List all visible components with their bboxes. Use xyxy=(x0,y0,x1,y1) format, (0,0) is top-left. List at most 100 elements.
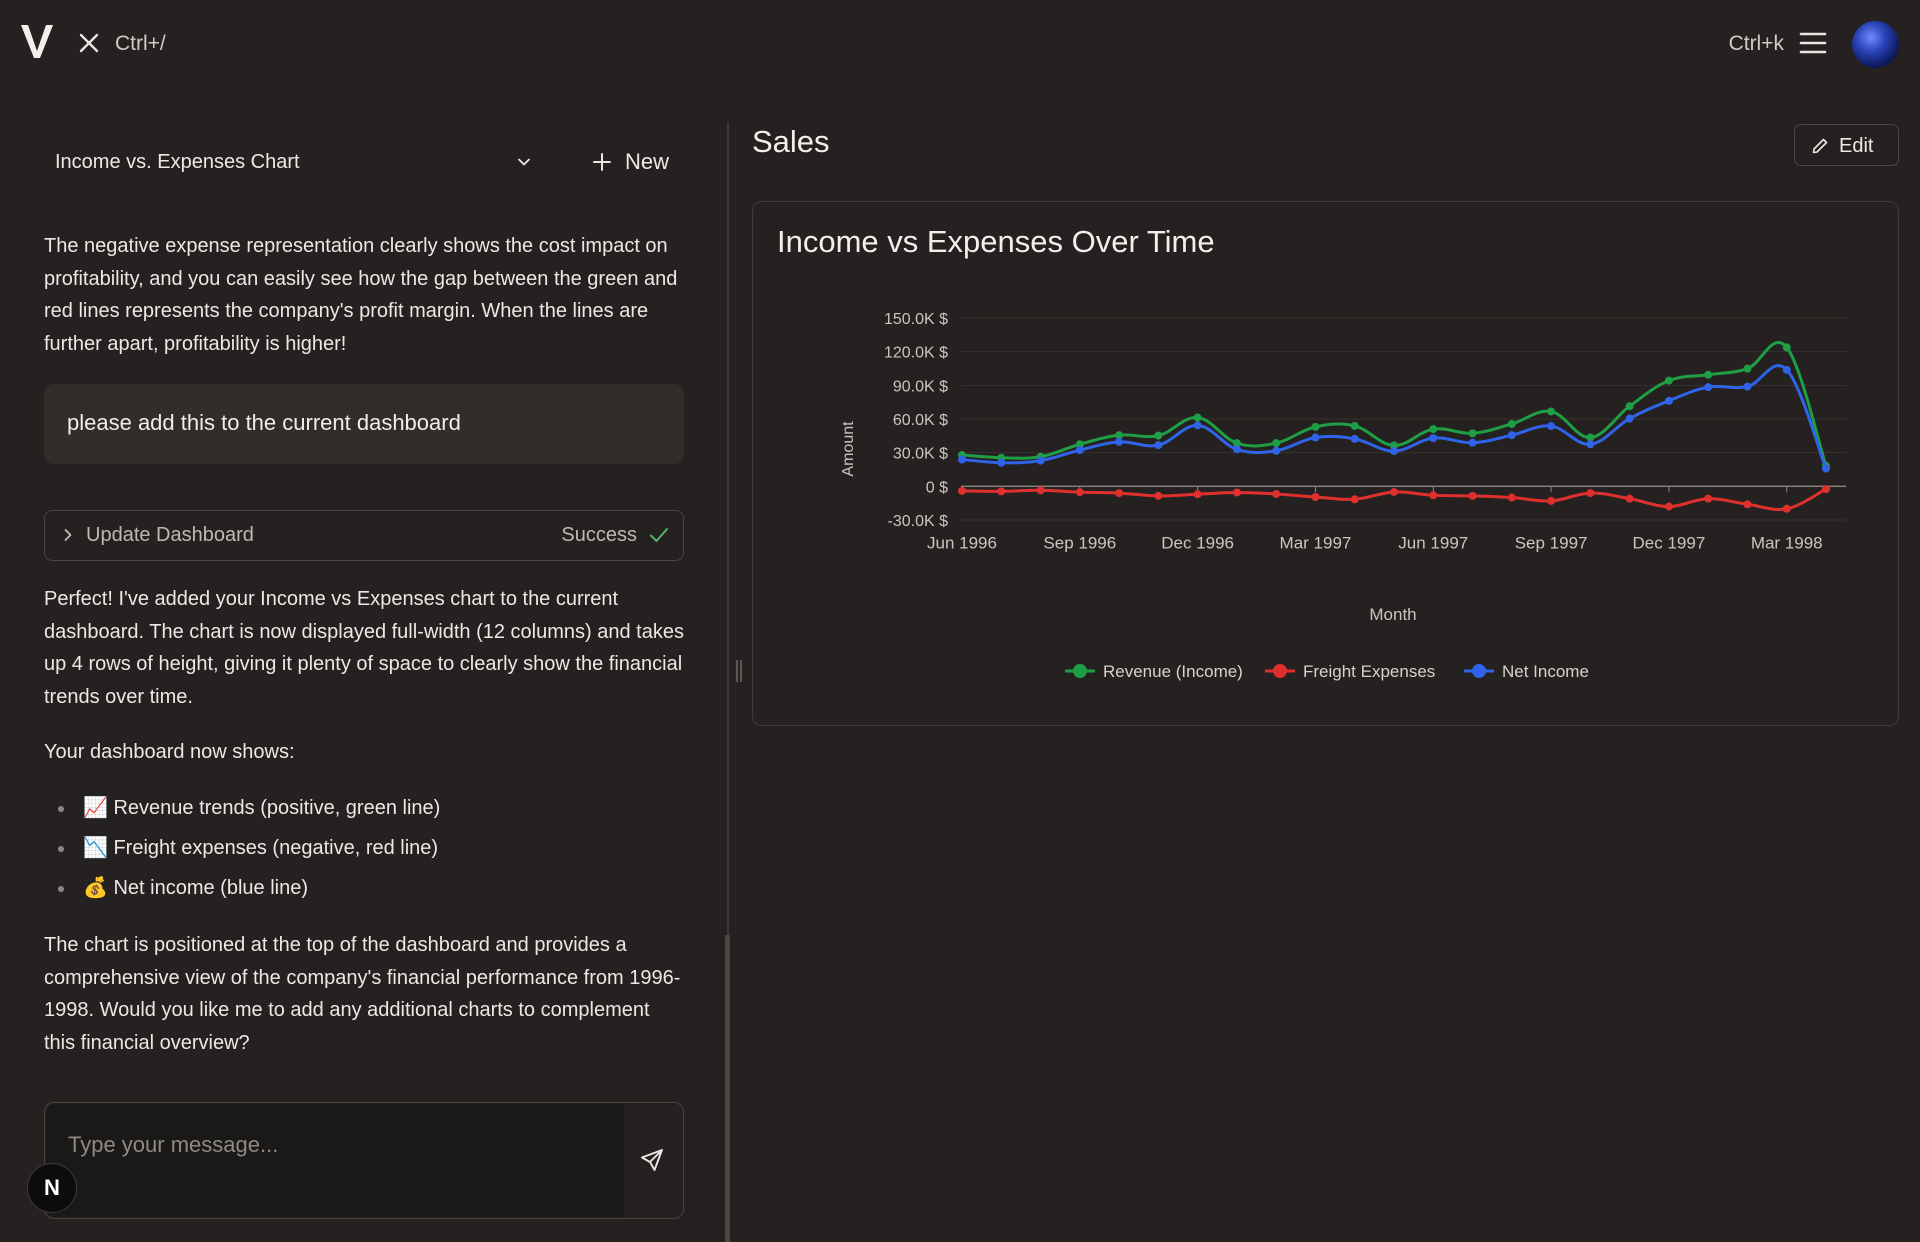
data-point xyxy=(1704,383,1713,392)
data-point xyxy=(1586,433,1595,442)
data-point xyxy=(1586,440,1595,449)
data-point xyxy=(1075,488,1084,497)
user-message: please add this to the current dashboard xyxy=(44,384,684,464)
data-point xyxy=(1782,365,1791,374)
send-icon[interactable] xyxy=(639,1147,665,1173)
data-point xyxy=(1625,414,1634,423)
top-bar: Ctrl+/ Ctrl+k xyxy=(0,0,1920,88)
data-point xyxy=(1311,433,1320,442)
data-point xyxy=(1390,447,1398,456)
data-point xyxy=(1782,343,1791,352)
panel-divider xyxy=(727,122,729,1242)
y-tick-label: 0 $ xyxy=(926,479,948,496)
edit-button-label: Edit xyxy=(1839,135,1874,157)
app-logo[interactable] xyxy=(20,22,54,60)
x-tick-label: Sep 1997 xyxy=(1515,533,1588,552)
list-item: 📈 Revenue trends (positive, green line) xyxy=(44,788,684,828)
data-point xyxy=(1036,456,1045,465)
resize-handle[interactable] xyxy=(736,660,742,682)
data-point xyxy=(1704,370,1713,379)
edit-button[interactable]: Edit xyxy=(1794,124,1899,166)
data-point xyxy=(1547,407,1556,416)
data-point xyxy=(1547,496,1556,505)
data-point xyxy=(958,455,966,464)
tool-name: Update Dashboard xyxy=(86,524,254,546)
line-chart: 150.0K $ 120.0K $ 90.0K $ 60.0K $ 30.0K $ 0 $… xyxy=(840,311,1846,681)
x-tick-label: Sep 1996 xyxy=(1043,533,1116,552)
legend-label: Net Income xyxy=(1502,662,1589,681)
data-point xyxy=(1272,489,1281,498)
data-point xyxy=(1154,491,1163,500)
data-point xyxy=(1822,464,1830,473)
y-tick-label: 120.0K $ xyxy=(884,345,948,362)
scrollbar-thumb[interactable] xyxy=(725,935,730,1242)
list-item: 💰 Net income (blue line) xyxy=(44,868,684,908)
message-input[interactable] xyxy=(46,1104,624,1217)
tool-status: Success xyxy=(561,524,637,546)
close-icon[interactable] xyxy=(76,30,102,56)
data-point xyxy=(1625,494,1634,503)
data-point xyxy=(1468,438,1477,447)
tool-call-update-dashboard[interactable]: Update Dashboard Success xyxy=(44,510,684,561)
data-point xyxy=(1586,489,1595,498)
data-point xyxy=(1115,437,1124,446)
data-point xyxy=(1311,492,1320,501)
data-point xyxy=(1232,439,1241,448)
bullet-list: 📈 Revenue trends (positive, green line) … xyxy=(44,788,684,908)
menu-icon[interactable] xyxy=(1798,30,1828,56)
legend-swatch-dot xyxy=(1073,664,1087,678)
data-point xyxy=(1154,441,1163,450)
data-point xyxy=(1075,440,1084,449)
data-point xyxy=(1115,431,1124,440)
x-tick-label: Jun 1996 xyxy=(927,533,997,552)
data-point xyxy=(1822,485,1830,494)
x-tick-label: Mar 1997 xyxy=(1280,533,1352,552)
data-point xyxy=(1468,491,1477,500)
data-point xyxy=(1743,500,1752,509)
data-point xyxy=(1115,489,1124,498)
legend-label: Revenue (Income) xyxy=(1103,662,1243,681)
data-point xyxy=(1272,439,1281,448)
x-axis-label: Month xyxy=(1369,605,1416,624)
data-point xyxy=(1507,493,1516,502)
y-axis-label: Amount xyxy=(840,421,857,477)
data-point xyxy=(1075,446,1084,455)
plus-icon xyxy=(593,153,611,171)
data-point xyxy=(1036,486,1045,495)
data-point xyxy=(1193,421,1202,430)
y-tick-label: -30.0K $ xyxy=(888,513,949,530)
data-point xyxy=(1468,429,1477,438)
data-point xyxy=(1664,502,1673,511)
assistant-message: The chart is positioned at the top of th… xyxy=(44,934,681,1054)
data-point xyxy=(958,486,966,495)
user-message-text: please add this to the current dashboard xyxy=(67,410,461,435)
chat-panel: Income vs. Expenses Chart New The negati… xyxy=(0,100,728,1242)
assistant-message: The negative expense representation clea… xyxy=(44,235,678,355)
data-point xyxy=(1390,487,1398,496)
chevron-right-icon xyxy=(64,529,72,541)
data-point xyxy=(1664,376,1673,385)
data-point xyxy=(1350,495,1359,504)
data-point xyxy=(1193,413,1202,422)
series-line-net-income xyxy=(961,364,1828,470)
new-conversation-button[interactable]: New xyxy=(588,144,676,180)
next-badge[interactable]: N xyxy=(27,1163,77,1213)
data-point xyxy=(1507,431,1516,440)
chart-card: Income vs Expenses Over Time 150.0K $ 120… xyxy=(752,201,1899,726)
shortcut-hint-right: Ctrl+k xyxy=(1728,32,1784,55)
data-point xyxy=(1743,364,1752,373)
x-tick-label: Dec 1997 xyxy=(1633,533,1706,552)
data-point xyxy=(1311,422,1320,431)
conversation-select[interactable]: Income vs. Expenses Chart xyxy=(44,144,542,180)
conversation-title: Income vs. Expenses Chart xyxy=(55,151,300,173)
data-point xyxy=(1625,402,1634,411)
legend-label: Freight Expenses xyxy=(1303,662,1435,681)
data-point xyxy=(1664,396,1673,405)
new-button-label: New xyxy=(625,149,670,174)
list-item: 📉 Freight expenses (negative, red line) xyxy=(44,828,684,868)
assistant-message: Your dashboard now shows: xyxy=(44,741,295,763)
legend-swatch-dot xyxy=(1472,664,1486,678)
series-line-revenue-income xyxy=(961,340,1828,467)
y-tick-label: 150.0K $ xyxy=(884,311,948,328)
avatar[interactable] xyxy=(1852,21,1899,68)
